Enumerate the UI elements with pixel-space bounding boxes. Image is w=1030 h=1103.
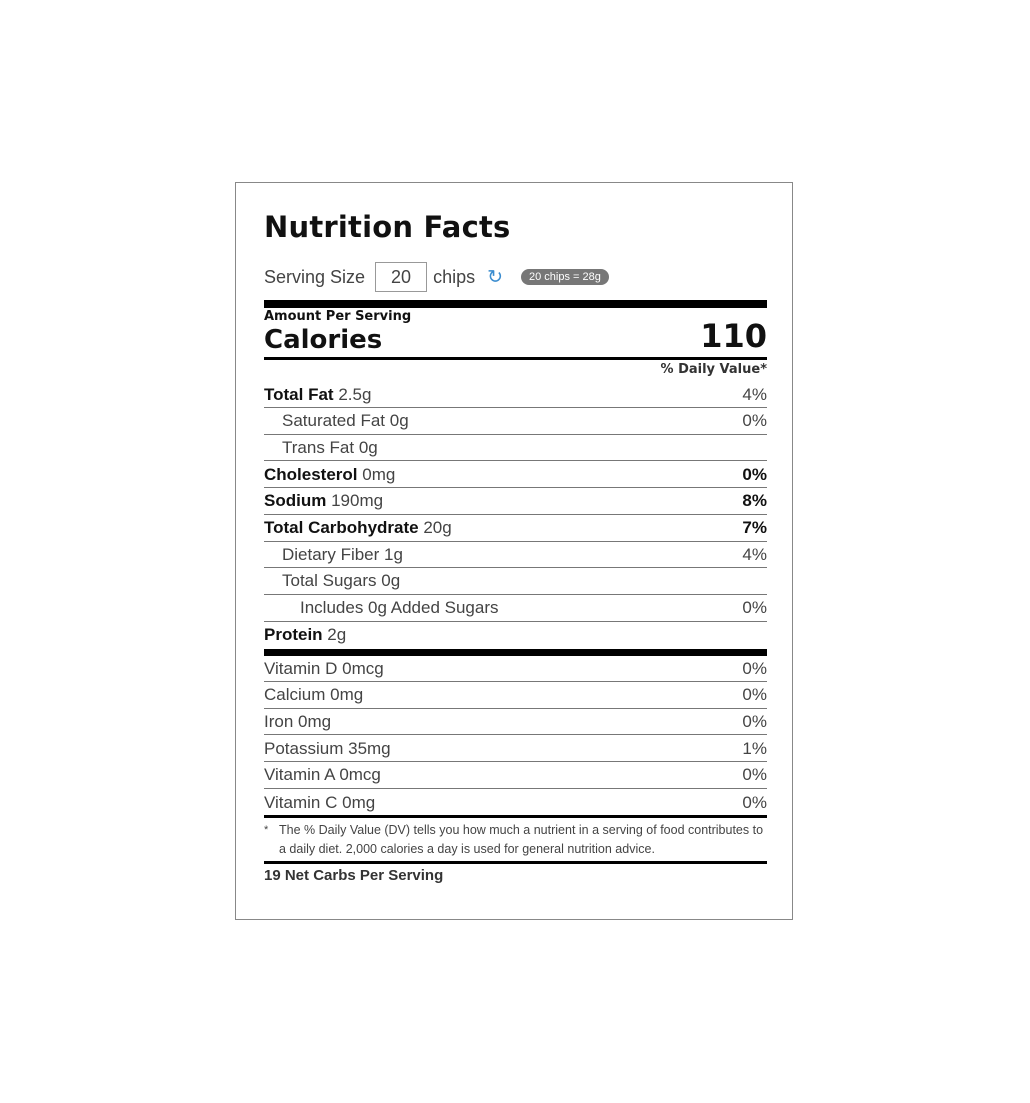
nutrient-row: Iron 0mg 0% bbox=[264, 709, 767, 736]
nutrient-row: Protein 2g bbox=[264, 622, 767, 648]
nutrient-label: Total Fat 2.5g bbox=[264, 385, 371, 405]
nutrient-amount: 20g bbox=[423, 518, 452, 537]
nutrient-name: Dietary Fiber bbox=[282, 544, 380, 564]
nutrient-amount: 0mg bbox=[342, 792, 376, 812]
nutrient-label: Potassium 35mg bbox=[264, 739, 391, 759]
amount-per-serving: Amount Per Serving bbox=[264, 309, 412, 324]
nutrient-label: Dietary Fiber 1g bbox=[264, 545, 403, 565]
daily-value-percent: 0% bbox=[742, 685, 767, 705]
nutrient-name: Total Fat bbox=[264, 384, 334, 404]
nutrient-row: Calcium 0mg 0% bbox=[264, 683, 767, 709]
daily-value-percent: 8% bbox=[742, 491, 767, 511]
footnote-marker: * bbox=[264, 824, 269, 836]
nutrient-name: Vitamin A bbox=[264, 765, 335, 785]
divider bbox=[264, 357, 767, 360]
daily-value-percent: 7% bbox=[742, 518, 767, 537]
daily-value-percent: 0% bbox=[742, 711, 767, 731]
nutrient-amount: 0g bbox=[389, 411, 409, 431]
nutrient-label: Cholesterol 0mg bbox=[264, 465, 395, 485]
nutrient-label: Saturated Fat 0g bbox=[264, 411, 409, 431]
serving-unit: chips bbox=[433, 266, 476, 287]
nutrient-label: Calcium 0mg bbox=[264, 685, 363, 705]
daily-value-percent: 0% bbox=[742, 765, 767, 785]
nutrient-name: Potassium bbox=[264, 738, 344, 758]
serving-equivalence-badge: 20 chips = 28g bbox=[521, 269, 609, 285]
nutrient-amount: 0mg bbox=[330, 685, 364, 705]
nutrient-label: Vitamin C 0mg bbox=[264, 793, 375, 813]
calories-value: 110 bbox=[700, 317, 767, 355]
nutrient-amount: 0mcg bbox=[339, 765, 381, 785]
nutrient-name: Saturated Fat bbox=[282, 411, 386, 431]
nutrient-name: Trans Fat bbox=[282, 437, 355, 457]
nutrient-row: Saturated Fat 0g 0% bbox=[264, 409, 767, 435]
footnote-text: The % Daily Value (DV) tells you how muc… bbox=[279, 823, 764, 856]
label-title: Nutrition Facts bbox=[264, 210, 511, 244]
nutrient-row: Total Sugars 0g bbox=[264, 569, 767, 595]
daily-value-percent: 0% bbox=[742, 411, 767, 431]
nutrient-name: Calcium bbox=[264, 685, 326, 705]
nutrient-amount: 0g bbox=[381, 571, 401, 591]
nutrient-name: Total Carbohydrate bbox=[264, 518, 419, 537]
daily-value-percent: 0% bbox=[742, 598, 767, 618]
divider bbox=[264, 861, 767, 864]
nutrient-name: Vitamin D bbox=[264, 658, 338, 678]
nutrient-amount: 35mg bbox=[348, 738, 391, 758]
net-carbs: 19 Net Carbs Per Serving bbox=[264, 867, 444, 884]
nutrient-amount: 1g bbox=[384, 544, 403, 564]
nutrient-amount: 0mcg bbox=[342, 658, 384, 678]
nutrient-label: Sodium 190mg bbox=[264, 491, 383, 511]
nutrient-name: Sodium bbox=[264, 491, 327, 511]
nutrient-row: Potassium 35mg 1% bbox=[264, 736, 767, 763]
nutrient-name: Iron bbox=[264, 711, 294, 731]
daily-value-percent: 0% bbox=[742, 464, 767, 484]
nutrient-row: Vitamin C 0mg 0% bbox=[264, 790, 767, 816]
nutrient-name: Total Sugars bbox=[282, 571, 377, 591]
nutrient-amount: 2g bbox=[327, 625, 347, 645]
nutrient-row: Total Fat 2.5g 4% bbox=[264, 382, 767, 408]
nutrient-row: Sodium 190mg 8% bbox=[264, 489, 767, 515]
nutrient-label: Trans Fat 0g bbox=[264, 438, 378, 458]
daily-value-percent: 4% bbox=[742, 384, 767, 404]
nutrient-name: Cholesterol bbox=[264, 464, 358, 484]
nutrient-label: Iron 0mg bbox=[264, 712, 331, 732]
thick-divider bbox=[264, 649, 767, 656]
nutrient-row: Vitamin A 0mcg 0% bbox=[264, 763, 767, 789]
calories-label: Calories bbox=[264, 325, 383, 355]
serving-size: Serving Size chips ↻ 20 chips = 28g bbox=[264, 261, 609, 293]
nutrient-row: Vitamin D 0mcg 0% bbox=[264, 656, 767, 682]
nutrient-label: Includes 0g Added Sugars bbox=[264, 598, 498, 618]
nutrient-row: Includes 0g Added Sugars 0% bbox=[264, 596, 767, 622]
nutrient-amount: 0mg bbox=[362, 464, 396, 484]
daily-value-percent: 4% bbox=[742, 544, 767, 564]
nutrient-label: Vitamin A 0mcg bbox=[264, 765, 381, 785]
nutrient-row: Trans Fat 0g bbox=[264, 435, 767, 462]
nutrient-amount: 0g bbox=[358, 437, 378, 457]
divider bbox=[264, 815, 767, 818]
nutrient-name: Includes 0g Added Sugars bbox=[300, 598, 499, 618]
nutrient-row: Dietary Fiber 1g 4% bbox=[264, 542, 767, 569]
thick-divider bbox=[264, 300, 767, 308]
nutrient-amount: 2.5g bbox=[338, 384, 372, 404]
nutrient-label: Total Carbohydrate 20g bbox=[264, 518, 452, 538]
nutrient-row: Total Carbohydrate 20g 7% bbox=[264, 516, 767, 542]
daily-value-percent: 1% bbox=[742, 738, 767, 758]
nutrition-label: Nutrition Facts Serving Size chips ↻ 20 … bbox=[235, 182, 793, 920]
nutrient-row: Cholesterol 0mg 0% bbox=[264, 462, 767, 489]
daily-value-header: % Daily Value* bbox=[660, 362, 767, 377]
serving-size-input[interactable] bbox=[375, 262, 428, 292]
serving-size-label: Serving Size bbox=[264, 266, 366, 287]
nutrient-label: Vitamin D 0mcg bbox=[264, 659, 384, 679]
nutrient-amount: 190mg bbox=[331, 491, 384, 511]
refresh-icon[interactable]: ↻ bbox=[487, 266, 504, 288]
nutrient-label: Total Sugars 0g bbox=[264, 571, 400, 591]
nutrient-amount: 0mg bbox=[298, 711, 332, 731]
nutrient-name: Vitamin C bbox=[264, 792, 338, 812]
nutrient-label: Protein 2g bbox=[264, 625, 346, 645]
daily-value-percent: 0% bbox=[742, 792, 767, 812]
nutrient-name: Protein bbox=[264, 625, 323, 645]
daily-value-percent: 0% bbox=[742, 658, 767, 678]
footnote: * The % Daily Value (DV) tells you how m… bbox=[264, 821, 767, 859]
